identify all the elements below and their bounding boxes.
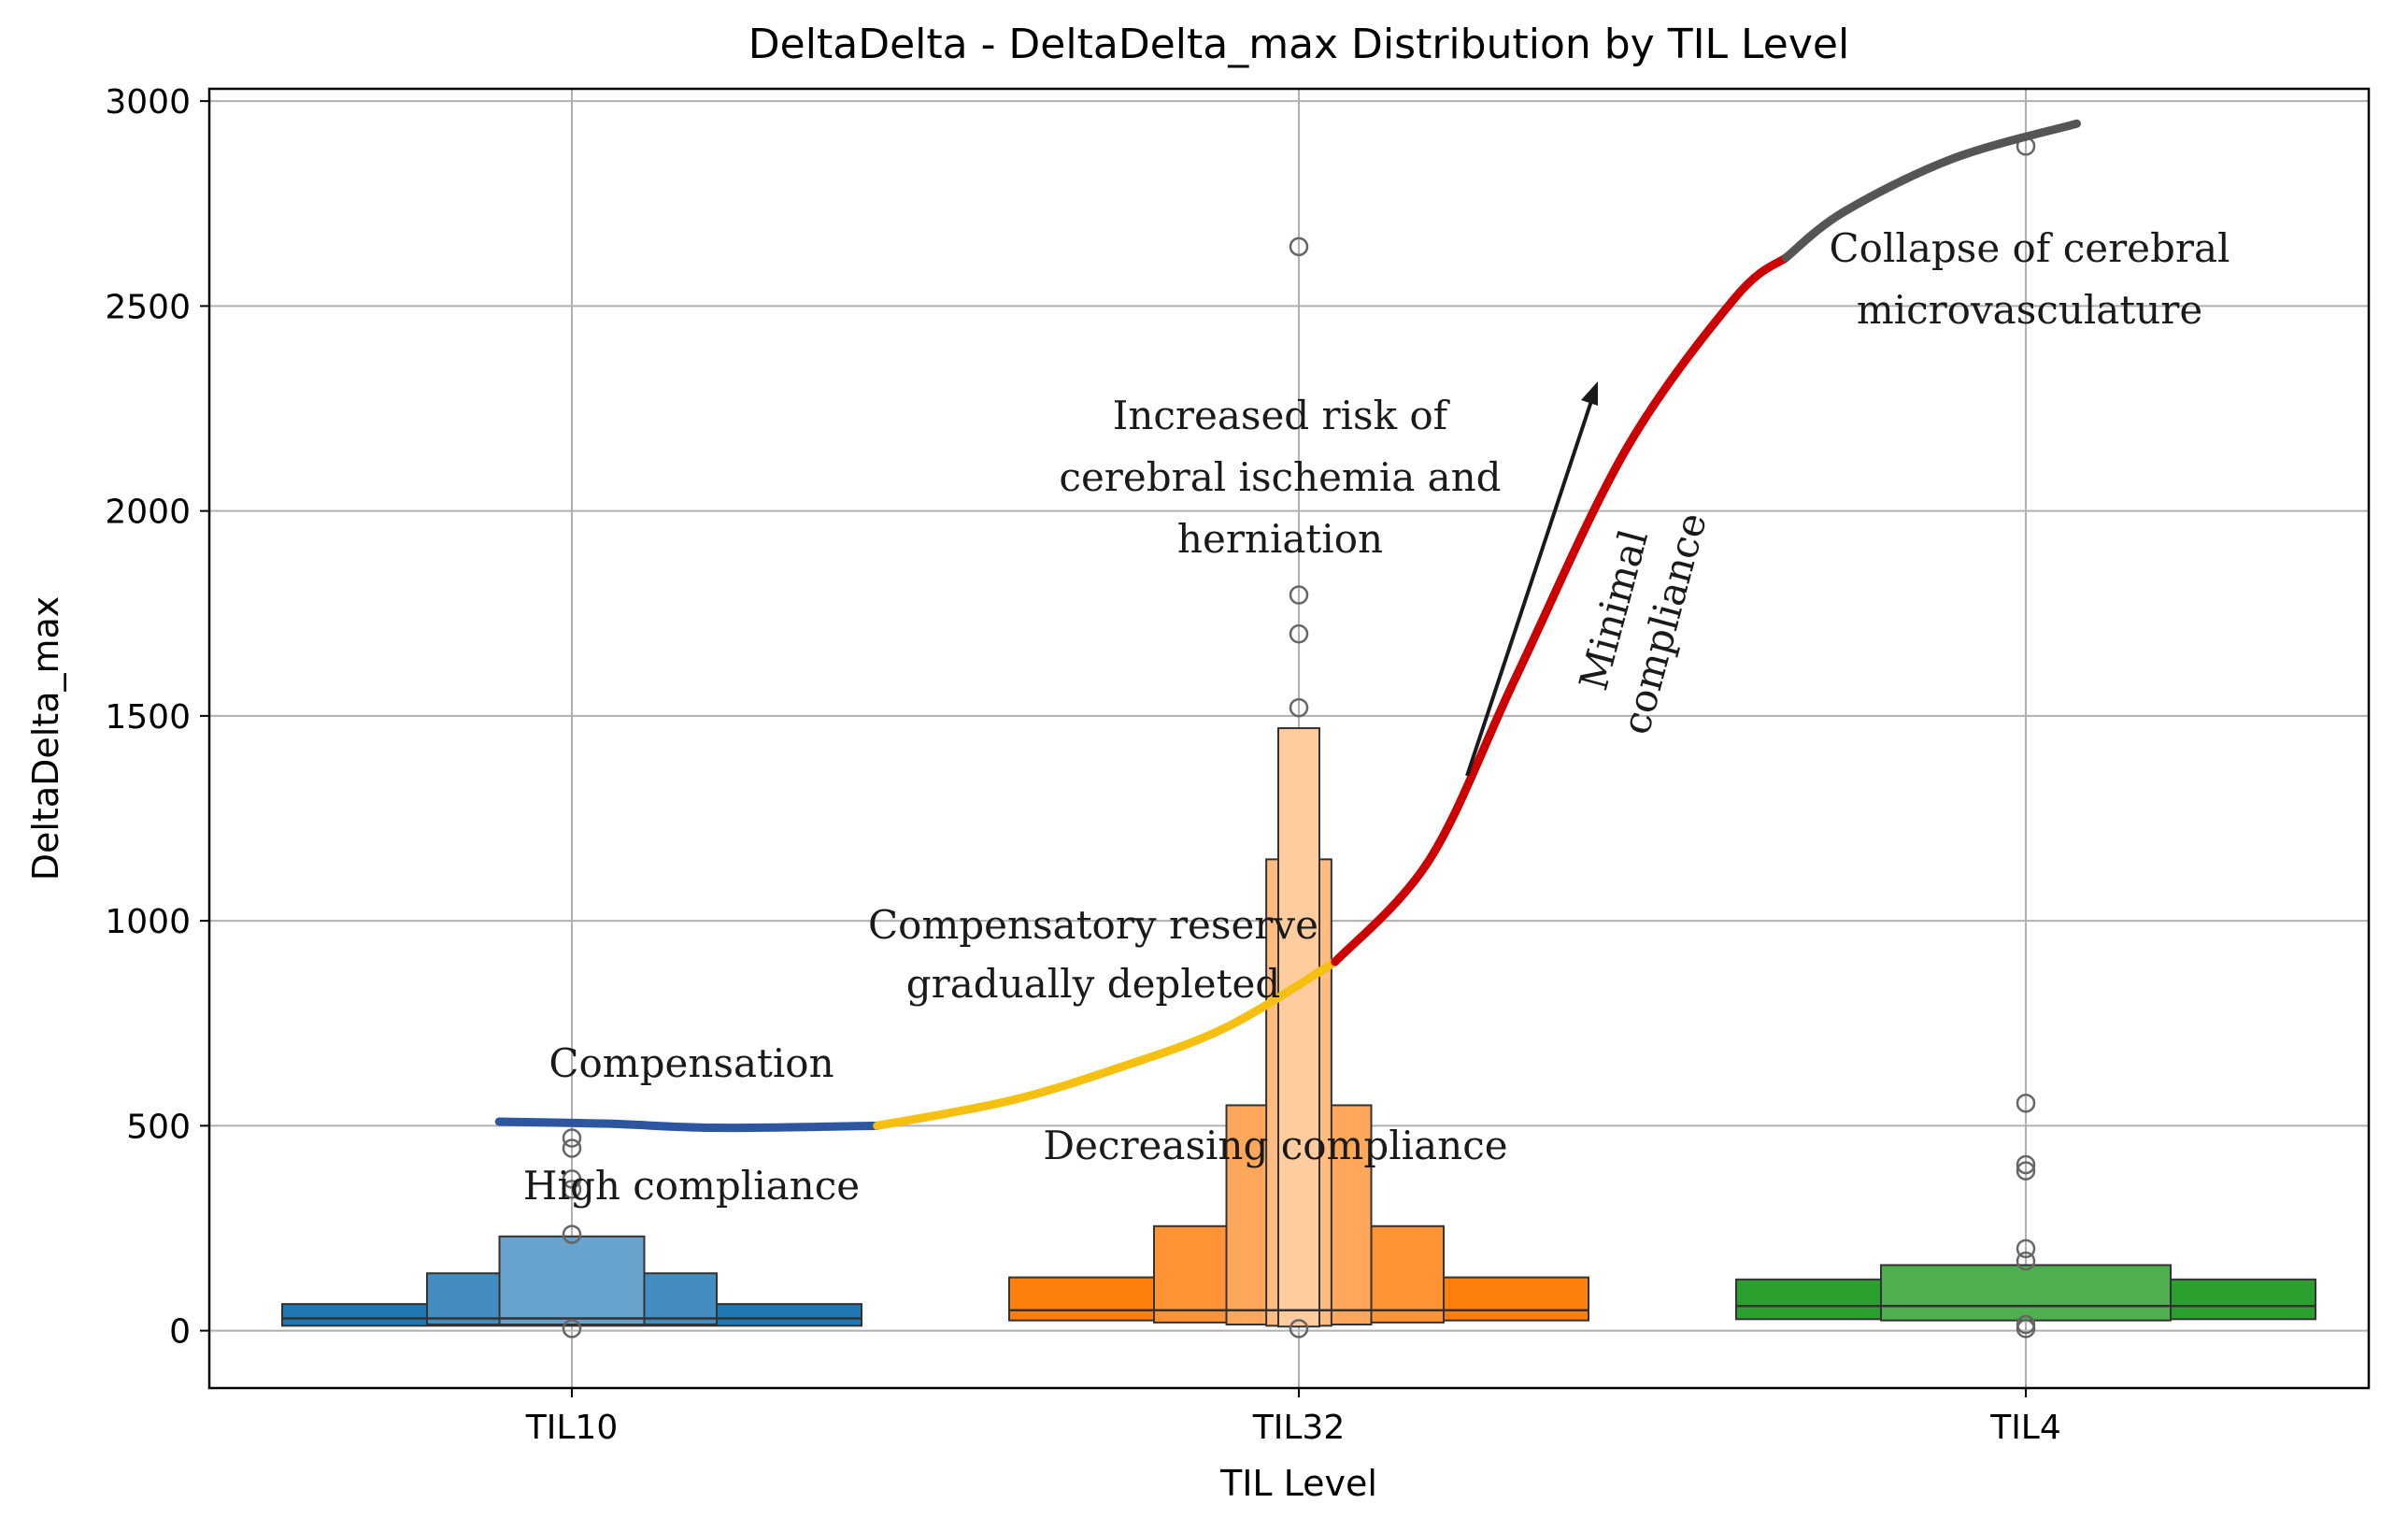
annotation-compensatory-reserve-2: gradually depleted xyxy=(906,961,1280,1007)
outlier-point xyxy=(1289,1319,1309,1339)
annotation-decreasing-compliance: Decreasing compliance xyxy=(1043,1123,1507,1168)
outlier-point xyxy=(2016,1314,2036,1335)
outlier-point xyxy=(562,1128,582,1148)
y-axis-label: DeltaDelta_max xyxy=(25,596,66,881)
axes-layer: 0 500 1000 1500 2000 2500 3000 TIL10 TIL32 TIL4 xyxy=(105,83,2371,1447)
x-axis-label: TIL Level xyxy=(1219,1463,1377,1504)
x-tick-label: TIL10 xyxy=(525,1409,618,1447)
boxen-level-box xyxy=(1880,1264,2172,1322)
boxen-layer xyxy=(281,727,2316,1328)
outlier-point xyxy=(562,1138,582,1158)
y-tick-label: 1000 xyxy=(105,903,191,941)
trend-arrowhead xyxy=(1581,381,1598,406)
boxen-level-box xyxy=(1277,727,1320,1328)
annotation-compensatory-reserve-1: Compensatory reserve xyxy=(868,902,1318,948)
overlay-curve-segment xyxy=(873,957,1340,1130)
annotation-risk-3: herniation xyxy=(1177,516,1383,562)
annotation-risk-2: cerebral ischemia and xyxy=(1059,454,1501,500)
y-tick-label: 2000 xyxy=(105,494,191,532)
annotation-high-compliance: High compliance xyxy=(523,1163,860,1209)
outlier-point xyxy=(562,1180,582,1199)
outlier-point xyxy=(1289,236,1309,257)
plot-frame xyxy=(207,87,2371,1390)
outlier-point xyxy=(2016,1161,2036,1181)
outlier-point xyxy=(562,1319,582,1339)
curve-layer xyxy=(494,119,2081,1133)
outlier-point xyxy=(2016,1154,2036,1175)
outlier-point xyxy=(562,1169,582,1189)
outlier-point xyxy=(1289,585,1309,605)
outlier-point xyxy=(2016,1094,2036,1113)
y-tick-label: 2500 xyxy=(105,288,191,326)
outlier-point xyxy=(1289,623,1309,644)
outlier-point xyxy=(2016,1251,2036,1271)
boxen-level-box xyxy=(498,1235,646,1326)
x-tick-label: TIL4 xyxy=(1989,1409,2061,1447)
x-tick-label: TIL32 xyxy=(1252,1409,1345,1447)
outlier-point xyxy=(1289,697,1309,718)
y-tick-label: 3000 xyxy=(105,83,191,122)
y-tick-label: 500 xyxy=(126,1108,191,1146)
y-tick-label: 0 xyxy=(169,1313,191,1352)
annotation-collapse-1: Collapse of cerebral xyxy=(1830,225,2230,271)
annotation-risk-1: Increased risk of xyxy=(1113,393,1451,438)
overlay-curve-segment xyxy=(1781,119,2081,263)
overlay-curve-segment xyxy=(1331,253,1790,966)
outlier-point xyxy=(562,1224,582,1244)
annotation-compensation: Compensation xyxy=(549,1040,834,1086)
y-tick-label: 1500 xyxy=(105,698,191,737)
outlier-layer xyxy=(562,136,2036,1339)
outlier-point xyxy=(2016,1238,2036,1259)
chart-title: DeltaDelta - DeltaDelta_max Distribution… xyxy=(748,21,1849,68)
annotation-collapse-2: microvasculature xyxy=(1857,287,2202,333)
trend-arrow xyxy=(1465,392,1596,777)
overlay-curve-segment xyxy=(494,1117,882,1133)
